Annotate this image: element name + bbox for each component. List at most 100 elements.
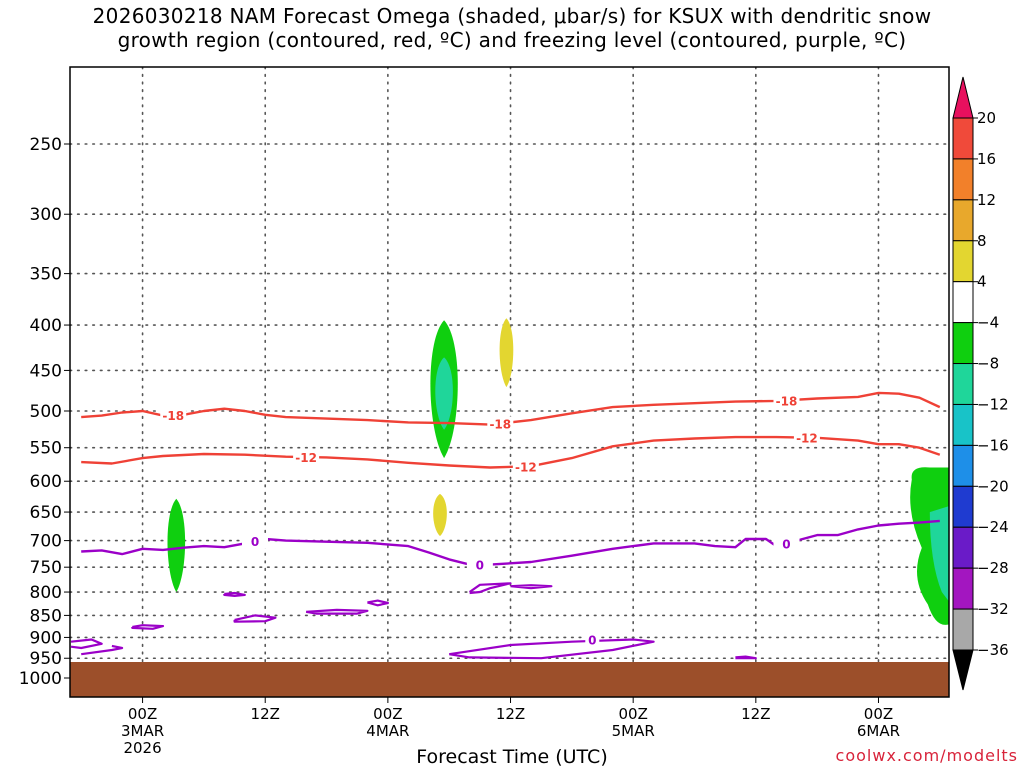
colorbar-top-arrow xyxy=(952,76,974,119)
y-tick-label-800: 800 xyxy=(30,583,62,603)
colorbar-label: −32 xyxy=(977,600,1009,618)
colorbar-swatch xyxy=(952,281,974,324)
colorbar-label: −28 xyxy=(977,559,1009,577)
colorbar-swatch xyxy=(952,526,974,569)
contour-label-bg xyxy=(487,416,514,431)
colorbar-label: 4 xyxy=(977,273,987,291)
freezing-level-contour-3 xyxy=(223,591,246,597)
colorbar-label: 12 xyxy=(977,191,996,209)
colorbar-label: 8 xyxy=(977,232,987,250)
contour-label-bg xyxy=(160,408,187,423)
colorbar-label: 16 xyxy=(977,150,996,168)
contour-label: -12 xyxy=(515,460,537,474)
colorbar-swatch xyxy=(952,158,974,201)
y-tick-label-300: 300 xyxy=(30,205,62,225)
series-line-2 xyxy=(81,519,940,566)
freezing-level-contour-2 xyxy=(131,624,165,630)
x-tick-label: 4MAR xyxy=(366,722,409,740)
colorbar-swatch xyxy=(952,240,974,283)
contour-label-bg xyxy=(585,632,600,647)
freezing-level-contour-9 xyxy=(449,638,655,660)
omega-region-green-edge xyxy=(910,467,949,625)
freezing-level-contour-6 xyxy=(367,599,389,607)
colorbar-label: −36 xyxy=(977,641,1009,659)
y-tick-label-1000: 1000 xyxy=(19,669,62,689)
freezing-level-contour-0 xyxy=(70,638,103,650)
y-tick-label-450: 450 xyxy=(30,361,62,381)
colorbar-swatch xyxy=(952,608,974,651)
y-tick-label-350: 350 xyxy=(30,265,62,285)
colorbar-label: −20 xyxy=(977,477,1009,495)
colorbar-swatch xyxy=(952,117,974,160)
ground-surface xyxy=(70,662,949,697)
colorbar-swatch xyxy=(952,485,974,528)
freezing-level-contour-4 xyxy=(233,614,277,623)
chart-title: 2026030218 NAM Forecast Omega (shaded, μ… xyxy=(92,4,932,52)
x-tick-label: 00Z xyxy=(864,705,893,723)
contour-label-bg xyxy=(773,393,800,408)
colorbar-swatch xyxy=(952,567,974,610)
x-tick-label: 12Z xyxy=(496,705,525,723)
contour-label: 0 xyxy=(588,634,596,648)
colorbar-label: 20 xyxy=(977,109,996,127)
y-tick-label-650: 650 xyxy=(30,503,62,523)
x-tick-label: 6MAR xyxy=(857,722,900,740)
omega-region-yellow-3 xyxy=(433,493,447,537)
freezing-level-contour-1 xyxy=(81,644,124,656)
contour-label: -18 xyxy=(776,394,798,408)
colorbar-label: −24 xyxy=(977,518,1009,536)
x-tick-label: 12Z xyxy=(741,705,770,723)
y-tick-label-850: 850 xyxy=(30,606,62,626)
contour-label: 0 xyxy=(476,559,484,573)
plot-frame xyxy=(69,66,950,698)
y-tick-label-550: 550 xyxy=(30,439,62,459)
colorbar-swatch xyxy=(952,322,974,365)
colorbar-bottom-arrow xyxy=(952,649,974,691)
contour-label: 0 xyxy=(251,535,259,549)
y-tick-label-500: 500 xyxy=(30,402,62,422)
x-tick-label: 2026 xyxy=(123,739,161,757)
y-tick-label-900: 900 xyxy=(30,628,62,648)
y-tick-label-250: 250 xyxy=(30,135,62,155)
omega-region-teal-edge xyxy=(929,506,949,602)
colorbar-label: −16 xyxy=(977,436,1009,454)
site-credit[interactable]: coolwx.com/modelts xyxy=(835,746,1018,765)
y-tick-label-400: 400 xyxy=(30,316,62,336)
contour-label: -18 xyxy=(489,418,511,432)
x-tick-label: 5MAR xyxy=(612,722,655,740)
colorbar-label: −12 xyxy=(977,395,1009,413)
x-axis-title: Forecast Time (UTC) xyxy=(416,746,608,768)
omega-colorbar: 20 16 12 8 4 −4 −8 −12 −16 −20 −24 −28 −32 −36 xyxy=(952,76,1009,691)
y-tick-label-600: 600 xyxy=(30,472,62,492)
contour-label-bg xyxy=(466,557,493,572)
x-tick-label: 00Z xyxy=(373,705,402,723)
colorbar-swatch xyxy=(952,199,974,242)
colorbar-label: −8 xyxy=(977,355,999,373)
x-tick-label: 00Z xyxy=(128,705,157,723)
colorbar-label: −4 xyxy=(977,314,999,332)
contour-label: 0 xyxy=(782,537,790,551)
freezing-level-contour-5 xyxy=(305,608,369,615)
x-tick-label: 3MAR xyxy=(121,722,164,740)
omega-region-yellow-2 xyxy=(499,318,514,388)
y-tick-label-700: 700 xyxy=(30,532,62,552)
contour-label-bg xyxy=(241,534,268,549)
contour-label: -12 xyxy=(796,432,818,446)
contour-label-bg xyxy=(512,459,539,474)
contour-label: -12 xyxy=(295,451,317,465)
colorbar-swatch xyxy=(952,444,974,487)
y-tick-label-750: 750 xyxy=(30,558,62,578)
contour-label: -18 xyxy=(162,409,184,423)
x-tick-label: 00Z xyxy=(618,705,647,723)
contour-label-bg xyxy=(793,430,820,445)
freezing-level-contour-8 xyxy=(510,584,553,590)
contour-label-bg xyxy=(293,450,320,465)
freezing-level-contour-7 xyxy=(468,582,512,595)
omega-region-green-4 xyxy=(167,498,186,593)
colorbar-swatch xyxy=(952,403,974,446)
omega-region-teal-1 xyxy=(435,357,453,430)
x-tick-label: 12Z xyxy=(251,705,280,723)
contour-label-bg xyxy=(773,536,800,551)
colorbar-swatch xyxy=(952,363,974,405)
